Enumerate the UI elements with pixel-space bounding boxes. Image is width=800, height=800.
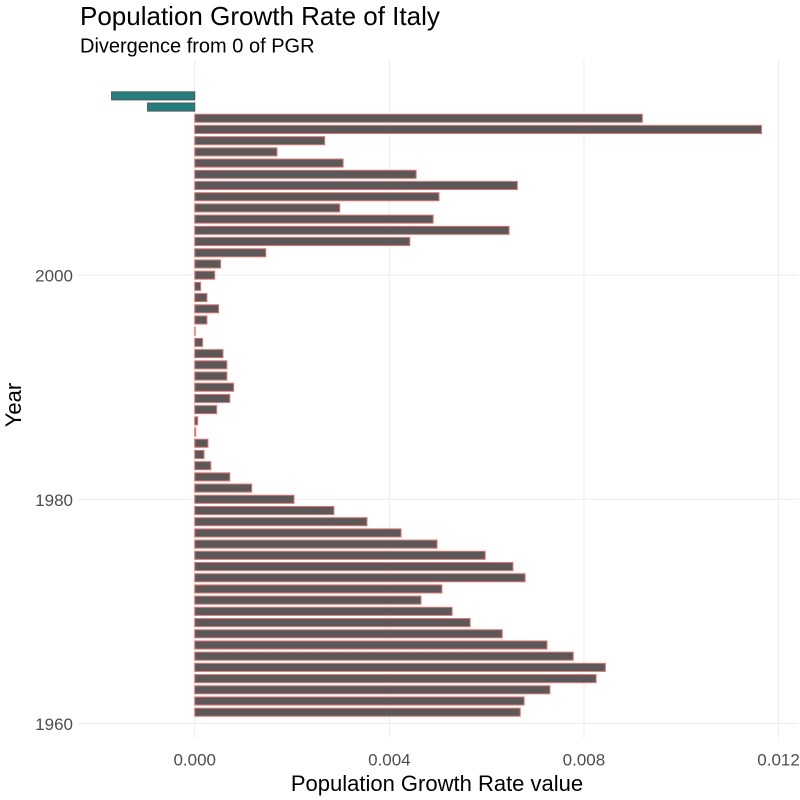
- bar: [111, 91, 196, 101]
- bar: [194, 237, 411, 247]
- bar: [194, 427, 197, 437]
- bar: [194, 393, 231, 403]
- bar: [194, 270, 216, 280]
- x-tick-label: 0.000: [173, 750, 216, 769]
- x-tick-label: 0.008: [563, 750, 606, 769]
- bar: [194, 562, 514, 572]
- bar: [194, 304, 220, 314]
- bar: [194, 315, 208, 325]
- bar: [194, 192, 440, 202]
- bar: [194, 517, 368, 527]
- bar: [194, 371, 228, 381]
- x-tick-label: 0.012: [757, 750, 800, 769]
- bar: [194, 337, 204, 347]
- bar: [194, 158, 344, 168]
- bar: [194, 438, 209, 448]
- bar: [194, 360, 228, 370]
- bar: [194, 180, 518, 191]
- bar: [194, 674, 597, 684]
- bar: [194, 169, 417, 179]
- bar: [194, 147, 278, 157]
- x-tick-label: 0.004: [368, 750, 411, 769]
- bar: [194, 203, 341, 213]
- bar: [194, 281, 202, 291]
- bar: [194, 449, 205, 460]
- bar: [194, 651, 574, 661]
- y-axis-title: Year: [1, 383, 26, 427]
- bar: [194, 259, 222, 269]
- bar: [194, 573, 526, 583]
- chart-title: Population Growth Rate of Italy: [80, 1, 440, 31]
- bar: [194, 136, 326, 146]
- bar: [194, 539, 438, 549]
- bar: [194, 382, 235, 392]
- y-tick-label: 1960: [35, 715, 73, 734]
- bar: [194, 640, 548, 650]
- bar: [194, 124, 763, 135]
- y-tick-label: 1980: [35, 491, 73, 510]
- bar: [194, 248, 267, 258]
- bar: [194, 494, 295, 504]
- bar: [194, 629, 503, 639]
- bar: [147, 102, 196, 112]
- bar: [194, 225, 510, 235]
- bar: [194, 707, 521, 717]
- bar: [194, 505, 335, 516]
- chart-subtitle: Divergence from 0 of PGR: [80, 35, 315, 57]
- bar: [194, 618, 471, 628]
- bar: [194, 550, 486, 560]
- bar: [194, 349, 224, 359]
- bar: [194, 483, 253, 493]
- bar: [194, 606, 453, 616]
- bar: [194, 405, 218, 415]
- bar: [194, 416, 199, 426]
- x-axis-title: Population Growth Rate value: [291, 771, 583, 796]
- bar: [194, 696, 525, 706]
- bar: [194, 584, 443, 594]
- bar: [194, 528, 402, 538]
- bar: [194, 293, 208, 303]
- bar: [194, 461, 212, 471]
- bar: [194, 214, 434, 224]
- y-tick-label: 2000: [35, 267, 73, 286]
- bar: [194, 472, 231, 482]
- bar: [194, 685, 551, 695]
- bar: [194, 662, 606, 672]
- bar: [194, 595, 422, 605]
- bar: [194, 113, 643, 123]
